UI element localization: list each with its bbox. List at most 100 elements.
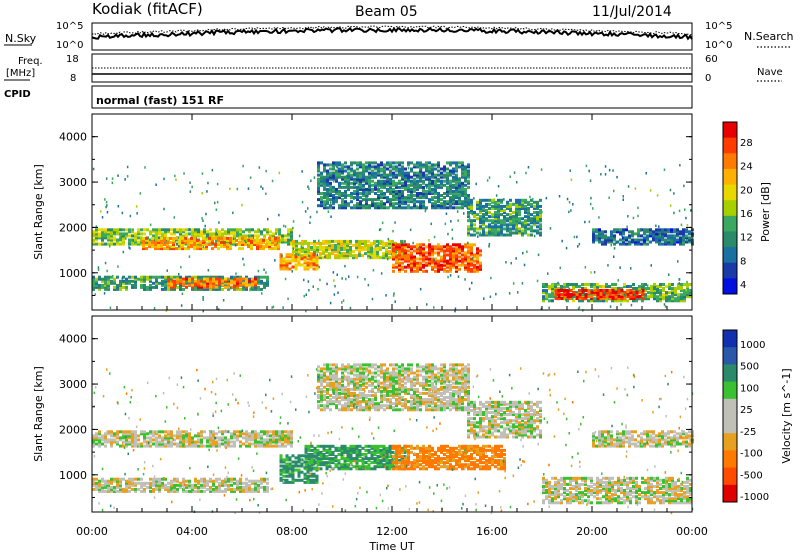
- velocity-cell: [215, 487, 218, 491]
- velocity-cell: [158, 483, 161, 487]
- velocity-cell: [140, 432, 143, 436]
- power-cell: [341, 169, 344, 173]
- power-cell: [416, 185, 419, 189]
- power-cell: [536, 221, 539, 225]
- power-cell: [376, 246, 379, 249]
- power-cell: [521, 221, 524, 225]
- power-cell: [671, 283, 674, 286]
- power-cell: [467, 249, 470, 253]
- power-cell: [452, 196, 455, 200]
- power-cell: [358, 246, 361, 249]
- power-cell: [379, 228, 382, 231]
- power-cell: [142, 236, 145, 240]
- power-cell: [473, 267, 476, 271]
- power-cell: [458, 245, 461, 249]
- velocity-cell: [116, 481, 119, 485]
- power-cell: [395, 198, 398, 202]
- power-cell: [160, 238, 163, 242]
- power-cell: [659, 293, 662, 297]
- power-cell: [257, 279, 260, 283]
- velocity-cell: [278, 440, 281, 444]
- velocity-cell: [278, 444, 281, 448]
- power-cell: [257, 285, 260, 289]
- power-cell: [116, 242, 119, 246]
- power-cell: [494, 227, 497, 231]
- power-cell: [458, 187, 461, 191]
- power-cell: [362, 175, 365, 179]
- power-cell: [449, 192, 452, 195]
- power-cell: [452, 206, 455, 210]
- velocity-cell: [290, 430, 293, 434]
- velocity-cell: [257, 434, 260, 438]
- power-cell: [596, 283, 599, 286]
- power-cell: [428, 185, 431, 189]
- velocity-cell: [116, 440, 119, 444]
- power-cell: [563, 297, 566, 301]
- velocity-cell: [161, 438, 164, 442]
- power-cell: [455, 175, 458, 179]
- power-cell: [166, 241, 169, 244]
- power-cell: [358, 243, 361, 247]
- power-cell: [434, 187, 437, 191]
- power-cell: [122, 279, 125, 283]
- power-cell: [295, 241, 298, 245]
- power-cell: [590, 196, 592, 200]
- power-cell: [386, 163, 389, 167]
- power-cell: [200, 279, 203, 283]
- power-cell: [323, 187, 326, 191]
- power-cell: [344, 206, 347, 210]
- velocity-cell: [257, 487, 260, 491]
- power-cell: [598, 230, 601, 234]
- power-cell: [479, 219, 482, 223]
- power-cell: [577, 307, 580, 311]
- velocity-cell: [170, 430, 173, 434]
- power-cell: [584, 283, 587, 286]
- power-cell: [350, 181, 353, 185]
- power-cell: [206, 275, 209, 279]
- power-cell: [401, 196, 404, 200]
- power-cell: [193, 236, 196, 240]
- velocity-cell: [349, 450, 353, 454]
- velocity-cell: [263, 442, 266, 446]
- power-cell: [364, 241, 367, 245]
- power-cell: [539, 220, 541, 223]
- power-cell: [659, 291, 662, 295]
- power-cell: [572, 285, 575, 288]
- power-cell: [425, 183, 428, 187]
- velocity-cell: [266, 477, 269, 481]
- power-cell: [285, 263, 289, 267]
- power-cell: [338, 169, 341, 173]
- power-cell: [307, 246, 310, 249]
- power-cell: [558, 195, 561, 198]
- velocity-cell: [203, 481, 206, 485]
- power-cell: [365, 175, 368, 179]
- power-cell: [197, 232, 200, 236]
- velocity-cell: [116, 432, 119, 436]
- power-cell: [486, 179, 489, 182]
- power-cell: [257, 281, 260, 285]
- power-cell: [605, 288, 609, 292]
- power-cell: [425, 192, 428, 195]
- power-cell: [374, 206, 377, 210]
- power-cell: [410, 251, 413, 255]
- velocity-cell: [152, 434, 155, 438]
- power-cell: [467, 215, 470, 219]
- power-cell: [661, 234, 664, 238]
- velocity-cell: [155, 440, 158, 444]
- power-cell: [219, 286, 221, 290]
- power-cell: [380, 161, 383, 165]
- power-cell: [518, 221, 521, 225]
- power-cell: [464, 202, 467, 206]
- power-cell: [509, 215, 512, 219]
- velocity-cell: [382, 465, 386, 469]
- velocity-cell: [125, 481, 128, 485]
- velocity-cell: [125, 479, 128, 483]
- power-cell: [212, 281, 215, 285]
- power-cell: [134, 283, 137, 287]
- power-cell: [392, 181, 395, 185]
- power-cell: [413, 179, 416, 183]
- power-cell: [500, 231, 503, 235]
- power-cell: [437, 243, 440, 247]
- power-cell: [330, 201, 332, 204]
- power-cell: [167, 281, 170, 285]
